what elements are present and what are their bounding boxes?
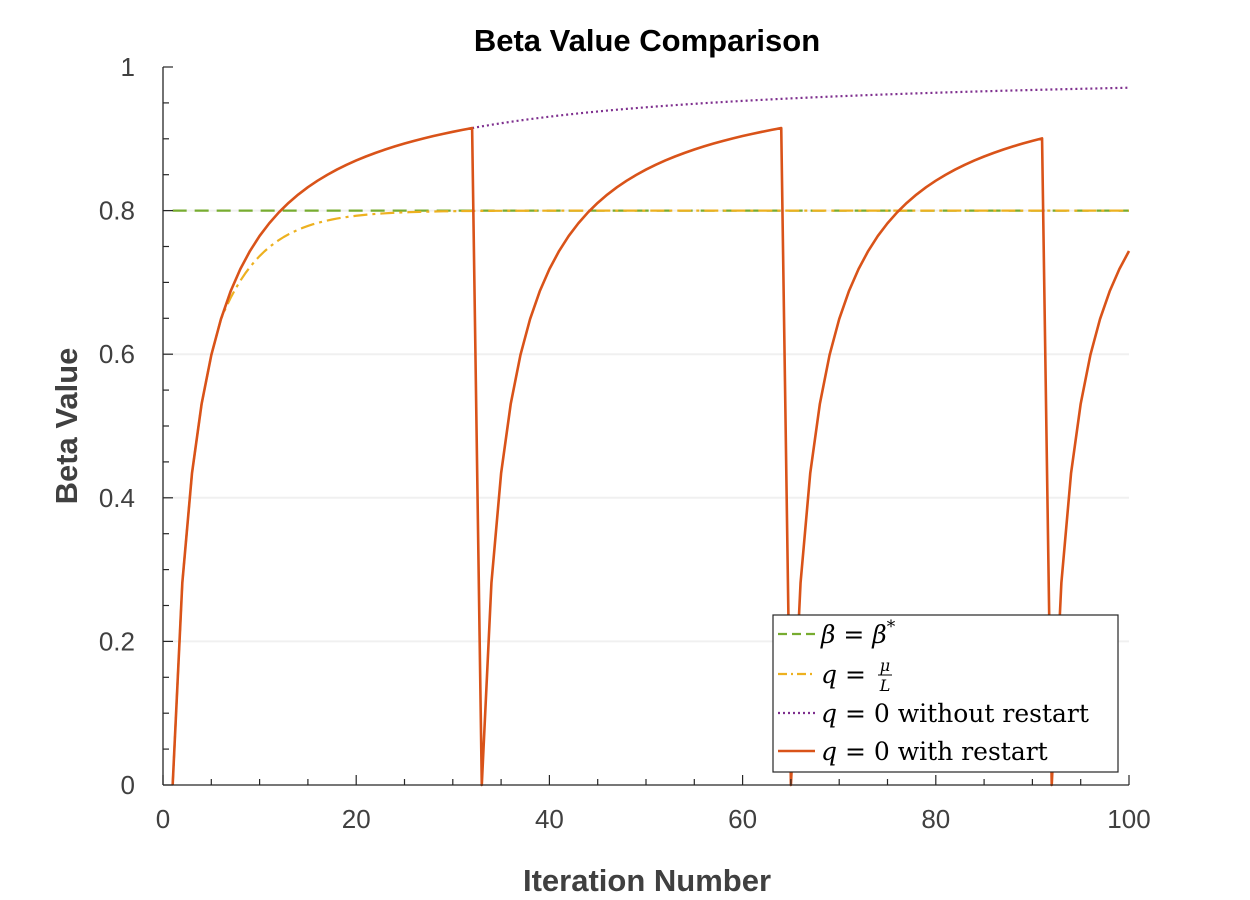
legend-frac-den: L — [879, 676, 891, 695]
legend-label: β = β* — [820, 617, 896, 649]
grid — [163, 209, 1129, 643]
legend-label: q = 0 with restart — [821, 737, 1048, 766]
chart-title: Beta Value Comparison — [474, 23, 820, 58]
series-line-3 — [471, 86, 1130, 130]
x-tick-label: 0 — [156, 804, 170, 834]
x-tick-label: 40 — [535, 804, 564, 834]
legend-box — [772, 614, 1119, 773]
y-tick-label: 0.8 — [99, 196, 135, 226]
y-tick-label: 0.6 — [99, 339, 135, 369]
x-tick-label: 100 — [1107, 804, 1150, 834]
ticks: 0 0.2 0.4 0.6 0.8 1 0 20 40 60 80 100 — [99, 52, 1151, 834]
x-tick-label: 60 — [728, 804, 757, 834]
y-tick-label: 0.2 — [99, 626, 135, 656]
y-tick-label: 0 — [121, 770, 135, 800]
x-axis-label: Iteration Number — [523, 863, 771, 898]
y-axis-label: Beta Value — [49, 348, 84, 505]
x-tick-label: 80 — [921, 804, 950, 834]
x-tick-label: 20 — [342, 804, 371, 834]
y-tick-label: 1 — [121, 52, 135, 82]
plot-lines — [171, 86, 1131, 787]
y-tick-label: 0.4 — [99, 483, 135, 513]
series-line-4 — [171, 126, 1131, 787]
legend-label: q = 0 without restart — [821, 699, 1089, 728]
legend-label: q = — [821, 660, 866, 689]
legend: β = β* q = μLq = 0 without restart q = 0 w… — [772, 614, 1119, 773]
legend-frac-num: μ — [880, 656, 890, 675]
series-line-2 — [171, 209, 1129, 786]
